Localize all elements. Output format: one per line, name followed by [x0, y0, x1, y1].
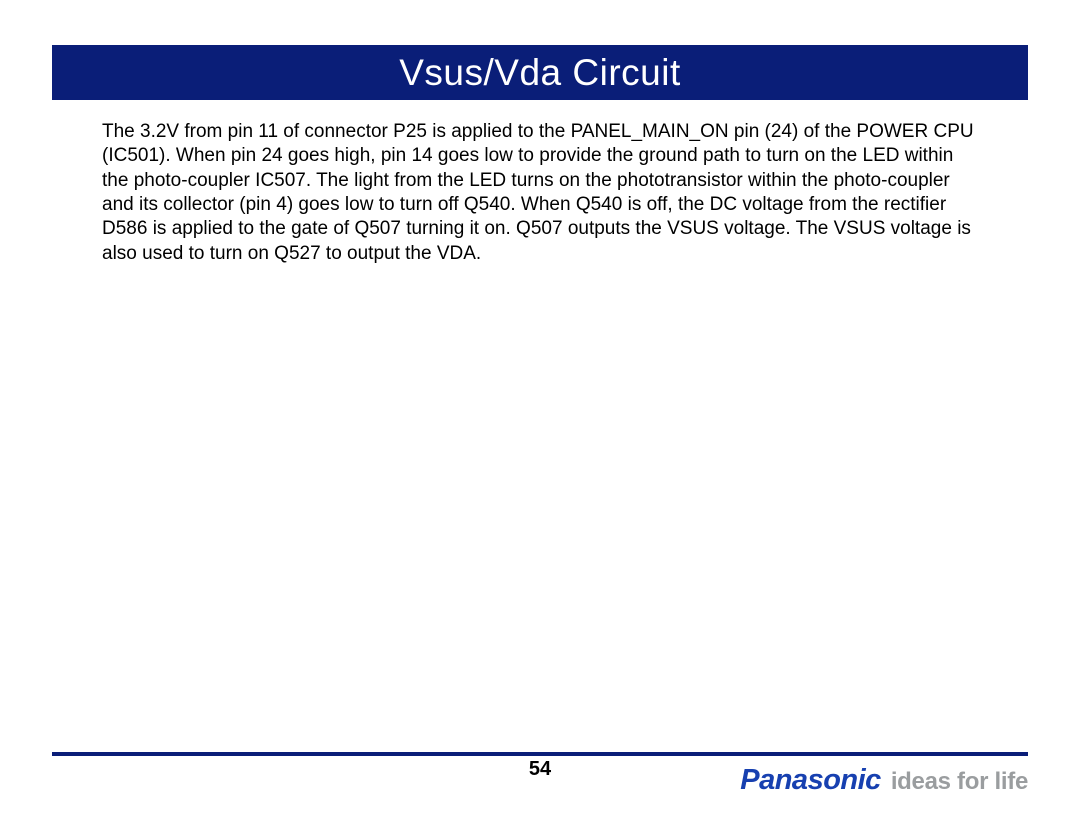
body-paragraph: The 3.2V from pin 11 of connector P25 is… — [102, 120, 978, 266]
slide-title: Vsus/Vda Circuit — [399, 52, 681, 94]
brand-lockup: Panasonic ideas for life — [740, 764, 1028, 797]
title-bar: Vsus/Vda Circuit — [52, 45, 1028, 100]
slide-footer: 54 Panasonic ideas for life — [52, 752, 1028, 800]
footer-rule — [52, 752, 1028, 756]
page-number: 54 — [529, 758, 551, 781]
footer-row: 54 Panasonic ideas for life — [52, 760, 1028, 800]
slide-page: Vsus/Vda Circuit The 3.2V from pin 11 of… — [0, 0, 1080, 834]
brand-name: Panasonic — [740, 764, 881, 797]
brand-tagline: ideas for life — [891, 768, 1028, 796]
body-block: The 3.2V from pin 11 of connector P25 is… — [52, 120, 1028, 266]
